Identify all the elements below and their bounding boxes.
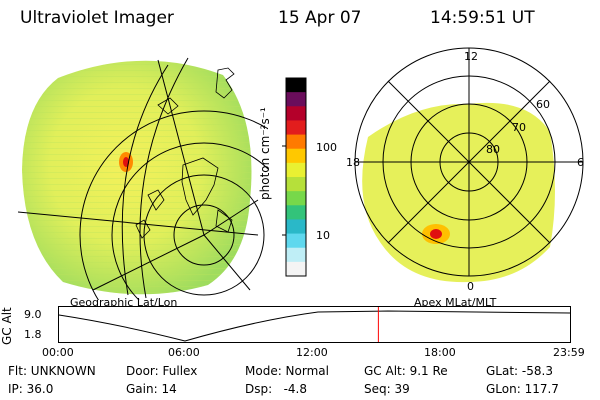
colorbar-swatch (286, 261, 306, 277)
info-seq: Seq: 39 (364, 382, 410, 396)
mlt-label-0: 0 (467, 280, 474, 293)
auroral-oval-region (362, 102, 555, 283)
info-mode: Mode: Normal (245, 364, 329, 378)
colorbar-swatch (286, 120, 306, 136)
mlat-label-60: 60 (536, 98, 550, 111)
mlt-label-6: 6 (577, 156, 584, 169)
colorbar-swatch (286, 219, 306, 235)
timeline-ytick-9: 9.0 (24, 308, 42, 321)
altitude-timeline (58, 306, 571, 343)
mlat-label-80: 80 (486, 143, 500, 156)
geographic-image (18, 57, 268, 300)
mlat-mlt-grid (354, 47, 584, 277)
colorbar-swatch (286, 162, 306, 178)
colorbar-swatch (286, 191, 306, 206)
colorbar-swatch (286, 148, 306, 164)
timeline-xtick-2359: 23:59 (553, 346, 585, 359)
apex-caption: Apex MLat/MLT (414, 296, 497, 309)
polar-image (354, 47, 584, 283)
geographic-caption: Geographic Lat/Lon (70, 296, 178, 309)
timeline-xtick-1200: 12:00 (296, 346, 328, 359)
aurora-spot (430, 229, 442, 239)
timeline-xtick-1800: 18:00 (424, 346, 456, 359)
colorbar-swatch (286, 134, 306, 150)
info-dsp: Dsp: -4.8 (245, 382, 308, 396)
info-ip: IP: 36.0 (8, 382, 54, 396)
instrument-title: Ultraviolet Imager (20, 8, 174, 28)
date-label: 15 Apr 07 (278, 8, 362, 28)
info-gc-alt: GC Alt: 9.1 Re (364, 364, 448, 378)
colorbar-tick-100: 100 (316, 141, 337, 154)
mlt-label-18: 18 (346, 156, 360, 169)
colorbar-swatch (286, 106, 306, 121)
timeline-xtick-0000: 00:00 (42, 346, 74, 359)
info-flt: Flt: UNKNOWN (8, 364, 96, 378)
colorbar-swatch (286, 247, 306, 263)
time-label: 14:59:51 UT (430, 8, 535, 28)
info-gain: Gain: 14 (126, 382, 177, 396)
colorbar-swatch (286, 205, 306, 220)
mlat-label-70: 70 (512, 121, 526, 134)
timeline-ytick-1: 1.8 (24, 328, 42, 341)
timeline-axis-title: GC Alt (0, 307, 14, 345)
colorbar-swatch (286, 177, 306, 192)
colorbar-tick-10: 10 (316, 229, 330, 242)
timeline-xtick-0600: 06:00 (168, 346, 200, 359)
info-glon: GLon: 117.7 (486, 382, 559, 396)
colorbar-swatch (286, 233, 306, 249)
colorbar-swatch (286, 92, 306, 107)
colorbar (282, 77, 307, 277)
altitude-curve (58, 310, 571, 342)
colorbar-unit-label: photon cm⁻²s⁻¹ (258, 107, 272, 200)
coastline (135, 67, 235, 239)
mlt-label-12: 12 (464, 50, 478, 63)
info-door: Door: Fullex (126, 364, 198, 378)
info-glat: GLat: -58.3 (486, 364, 553, 378)
colorbar-swatch (286, 78, 306, 93)
